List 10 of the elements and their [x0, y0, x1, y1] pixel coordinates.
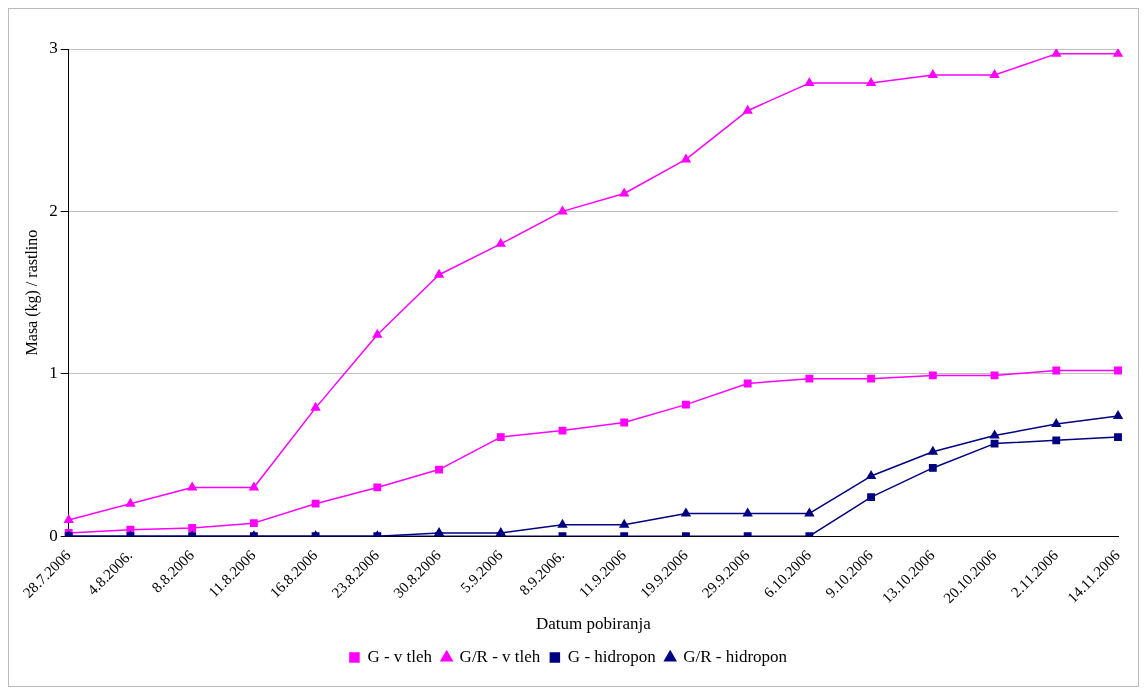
y-axis-title: Masa (kg) / rastlino [22, 229, 41, 356]
legend-label: G/R - hidropon [683, 646, 788, 666]
legend-label: G - v tleh [367, 646, 433, 666]
y-tick-label: 2 [49, 200, 58, 220]
legend-label: G - hidropon [567, 646, 657, 666]
y-tick-label: 3 [49, 38, 58, 58]
y-tick-label: 1 [49, 363, 58, 383]
x-axis-title: Datum pobiranja [535, 614, 652, 634]
y-tick-label: 0 [49, 525, 58, 545]
legend-label: G/R - v tleh [459, 646, 541, 666]
